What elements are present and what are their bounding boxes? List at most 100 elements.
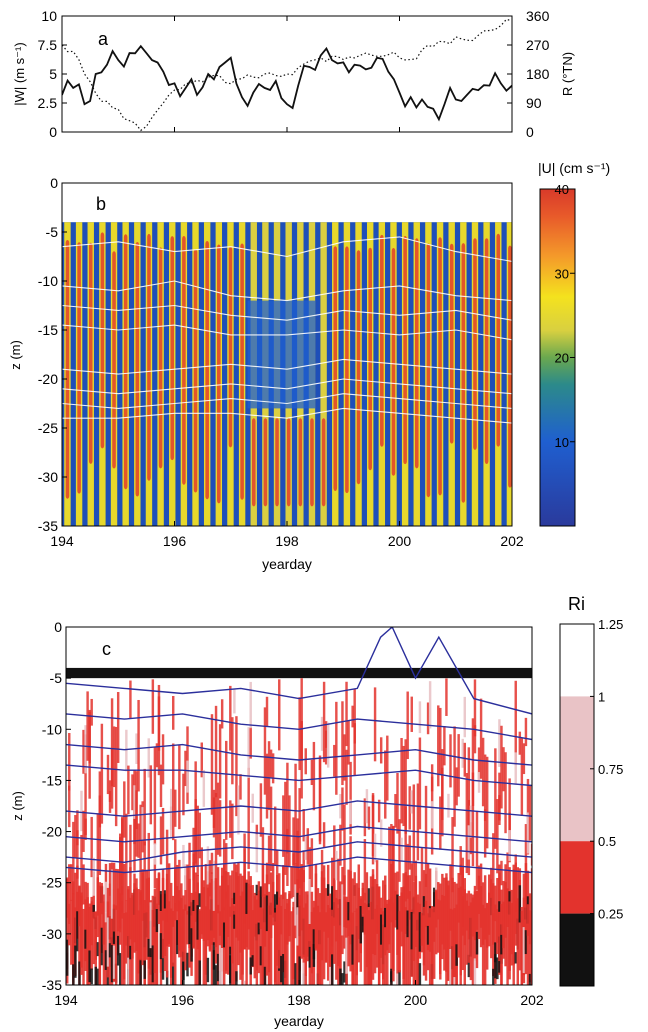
panel-c-low-ri-streak bbox=[222, 864, 226, 911]
panel-c-low-ri-streak bbox=[406, 875, 409, 926]
panel-c-low-ri-streak bbox=[386, 735, 389, 801]
panel-b-tidal-core bbox=[88, 242, 93, 464]
panel-c-low-ri-streak bbox=[500, 860, 503, 886]
panel-c-low-ri-streak bbox=[416, 902, 420, 985]
panel-b-isopycnal bbox=[62, 378, 512, 395]
panel-c-low-ri-streak bbox=[161, 869, 165, 959]
panel-c-low-ri-streak bbox=[265, 753, 269, 819]
panel-c-low-ri-streak bbox=[76, 810, 79, 846]
panel-c-moderate-ri-streak bbox=[110, 869, 114, 919]
panel-c-critical-ri-streak bbox=[257, 922, 261, 935]
panel-c-moderate-ri-streak bbox=[184, 864, 187, 891]
panel-c-low-ri-streak bbox=[365, 904, 369, 968]
panel-c-low-ri-streak bbox=[477, 747, 481, 782]
panel-c-low-ri-streak bbox=[278, 679, 281, 751]
panel-c-low-ri-streak bbox=[174, 789, 177, 827]
panel-c-colorbar-band bbox=[560, 624, 594, 697]
panel-c-low-ri-streak bbox=[220, 875, 224, 972]
panel-c-low-ri-streak bbox=[96, 813, 100, 913]
panel-c-low-ri-streak bbox=[263, 883, 267, 947]
panel-c-critical-ri-streak bbox=[259, 886, 263, 908]
panel-c-low-ri-streak bbox=[404, 739, 407, 834]
panel-c-low-ri-streak bbox=[225, 740, 228, 840]
panel-c-critical-ri-streak bbox=[78, 961, 81, 985]
panel-c-moderate-ri-streak bbox=[453, 977, 456, 985]
panel-c-low-ri-streak bbox=[471, 894, 475, 937]
panel-c-low-ri-streak bbox=[186, 910, 189, 945]
panel-c-low-ri-streak bbox=[261, 864, 265, 985]
panel-c-critical-ri-streak bbox=[159, 933, 163, 960]
panel-c-critical-ri-streak bbox=[72, 964, 75, 985]
panel-b-tidal-stripe bbox=[320, 222, 327, 526]
panel-c-colorbar-label: Ri bbox=[568, 594, 585, 614]
panel-c-critical-ri-streak bbox=[176, 920, 179, 955]
panel-c-isopycnal bbox=[66, 627, 532, 715]
panel-b-tidal-core bbox=[438, 237, 442, 496]
panel-b-tidal-core bbox=[391, 248, 396, 476]
panel-c-low-ri-streak bbox=[129, 897, 132, 985]
panel-c-low-ri-streak bbox=[131, 892, 134, 985]
panel-c-low-ri-streak bbox=[143, 841, 146, 937]
panel-c-low-ri-streak bbox=[473, 725, 477, 754]
panel-c-low-ri-streak bbox=[420, 913, 424, 953]
panel-c-moderate-ri-streak bbox=[447, 793, 450, 818]
panel-c-low-ri-streak bbox=[392, 825, 395, 918]
panel-c-low-ri-streak bbox=[218, 800, 222, 857]
panel-c-low-ri-streak bbox=[445, 877, 448, 972]
panel-c-low-ri-streak bbox=[196, 805, 199, 877]
panel-c-low-ri-streak bbox=[135, 887, 138, 985]
panel-c-critical-ri-streak bbox=[143, 960, 146, 979]
panel-c-critical-ri-streak bbox=[84, 929, 87, 949]
panel-c-low-ri-streak bbox=[147, 877, 150, 985]
panel-c-low-ri-streak bbox=[255, 899, 259, 971]
panel-c-critical-ri-streak bbox=[432, 887, 436, 913]
panel-b-tidal-core bbox=[461, 243, 466, 503]
panel-c-critical-ri-streak bbox=[398, 970, 401, 985]
panel-c-critical-ri-streak bbox=[112, 931, 116, 944]
panel-c-low-ri-streak bbox=[322, 822, 326, 848]
panel-c-isopycnal bbox=[66, 825, 532, 843]
panel-b-tidal-core bbox=[170, 236, 175, 461]
panel-c-moderate-ri-streak bbox=[84, 725, 87, 774]
panel-b-x-tick-label: 194 bbox=[50, 533, 74, 549]
panel-c-critical-ri-streak bbox=[422, 896, 426, 916]
panel-c-low-ri-streak bbox=[506, 888, 509, 985]
panel-c-low-ri-streak bbox=[100, 723, 104, 824]
panel-c-low-ri-streak bbox=[78, 885, 81, 985]
panel-b-x-axis-label: yearday bbox=[262, 556, 312, 572]
panel-c-critical-ri-streak bbox=[192, 899, 195, 912]
panel-b-tidal-core bbox=[380, 234, 384, 447]
panel-c-low-ri-streak bbox=[243, 911, 246, 950]
panel-c-critical-ri-streak bbox=[216, 953, 220, 982]
panel-c-low-ri-streak bbox=[475, 810, 479, 890]
panel-c-moderate-ri-streak bbox=[508, 830, 511, 861]
panel-c-low-ri-streak bbox=[439, 707, 442, 775]
panel-c-critical-ri-streak bbox=[282, 954, 285, 985]
panel-a-left-tick-label: 5 bbox=[49, 66, 57, 82]
panel-c-moderate-ri-streak bbox=[218, 945, 222, 985]
panel-c-low-ri-streak bbox=[288, 795, 291, 867]
panel-b-tidal-core bbox=[508, 245, 512, 488]
panel-c-low-ri-streak bbox=[304, 891, 307, 985]
panel-c-critical-ri-streak bbox=[308, 941, 312, 968]
panel-b-speed: 0-5-10-15-20-25-30-35 194 196 198 200 202 b … bbox=[8, 160, 610, 572]
panel-c-low-ri-streak bbox=[492, 883, 495, 977]
panel-c-low-ri-streak bbox=[349, 870, 352, 945]
panel-c-low-ri-streak bbox=[269, 911, 273, 985]
panel-c-low-ri-streak bbox=[508, 901, 511, 971]
panel-c-low-ri-streak bbox=[428, 908, 432, 985]
panel-c-low-ri-streak bbox=[82, 810, 85, 852]
panel-c-critical-ri-streak bbox=[139, 958, 142, 985]
panel-c-low-ri-streak bbox=[275, 874, 279, 966]
panel-c-low-ri-streak bbox=[402, 745, 405, 827]
panel-c-low-ri-streak bbox=[129, 680, 132, 719]
panel-c-low-ri-streak bbox=[328, 907, 332, 971]
panel-a-left-tick-label: 2.5 bbox=[38, 95, 58, 111]
panel-c-low-ri-streak bbox=[68, 785, 71, 828]
panel-c-low-ri-streak bbox=[82, 864, 85, 905]
panel-b-y-tick-label: -30 bbox=[38, 469, 58, 485]
panel-c-low-ri-streak bbox=[310, 759, 314, 786]
panel-c-low-ri-streak bbox=[92, 911, 95, 965]
panel-c-low-ri-streak bbox=[363, 798, 367, 837]
panel-c-low-ri-streak bbox=[530, 843, 532, 866]
